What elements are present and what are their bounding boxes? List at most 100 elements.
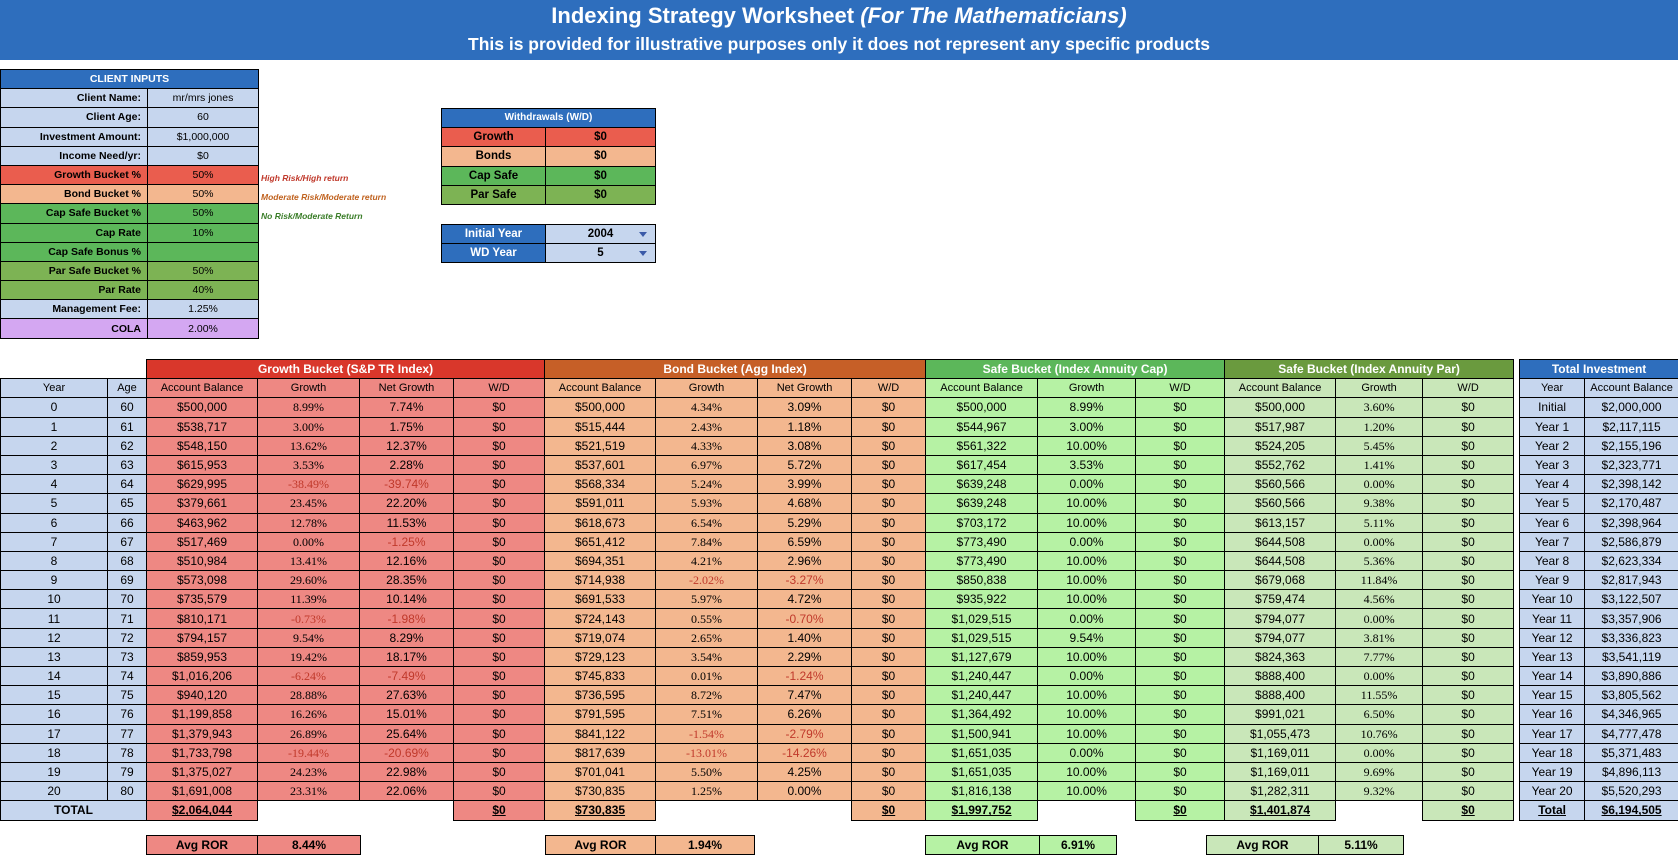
- client-input-value[interactable]: $1,000,000: [147, 126, 259, 147]
- bond-rate: 5.50%: [655, 761, 759, 783]
- par-wd: $0: [1422, 474, 1515, 495]
- initial-year-select[interactable]: 2004: [545, 223, 656, 245]
- growth-wd: $0: [452, 665, 546, 687]
- growth-balance: $1,691,008: [146, 781, 258, 802]
- growth-rate: 28.88%: [257, 685, 360, 706]
- client-input-value[interactable]: 10%: [147, 222, 259, 243]
- client-input-row: Bond Bucket % 50%: [0, 184, 259, 205]
- growth-rate: 9.54%: [257, 627, 360, 648]
- year-cell: 11: [0, 608, 108, 629]
- client-input-row: Growth Bucket % 50%: [0, 164, 259, 186]
- par-rate: 11.84%: [1335, 570, 1424, 591]
- cap-balance: $544,967: [925, 416, 1039, 437]
- withdrawal-value[interactable]: $0: [545, 184, 656, 205]
- table-row: 18 78 $1,733,798 -19.44% -20.69% $0 $817,639 -1…: [0, 742, 1678, 763]
- bond-rate: -2.02%: [655, 570, 759, 591]
- table-row: 12 72 $794,157 9.54% 8.29% $0 $719,074 2.65% 1.4…: [0, 627, 1678, 648]
- total-balance: $3,357,906: [1584, 608, 1678, 629]
- bond-net: 4.25%: [757, 761, 853, 783]
- par-balance: $1,055,473: [1224, 723, 1337, 744]
- growth-net: 8.29%: [359, 627, 454, 648]
- par-wd: $0: [1422, 761, 1515, 783]
- growth-avg-ror-value: 8.44%: [257, 834, 361, 856]
- cap-rate: 0.00%: [1037, 608, 1137, 629]
- cap-rate: 8.99%: [1037, 397, 1137, 418]
- par-rate: 9.69%: [1335, 761, 1424, 783]
- client-input-value[interactable]: 50%: [147, 203, 259, 224]
- par-wd: $0: [1422, 608, 1515, 629]
- client-input-label: Bond Bucket %: [0, 184, 148, 205]
- avg-ror-label: Avg ROR: [925, 834, 1040, 856]
- bond-net: -1.24%: [757, 665, 853, 687]
- bond-rate: 5.97%: [655, 589, 759, 610]
- bond-balance: $521,519: [544, 435, 657, 456]
- total-year: Year 12: [1519, 627, 1586, 648]
- client-input-value[interactable]: 60: [147, 107, 259, 128]
- age-cell: 76: [107, 704, 147, 725]
- growth-net: 27.63%: [359, 685, 454, 706]
- par-balance: $1,169,011: [1224, 761, 1337, 783]
- bond-net: -3.27%: [757, 570, 853, 591]
- par-balance: $517,987: [1224, 416, 1337, 437]
- growth-rate: 23.31%: [257, 781, 360, 802]
- withdrawal-value[interactable]: $0: [545, 127, 656, 148]
- bond-wd: $0: [851, 665, 927, 687]
- growth-net: 12.37%: [359, 435, 454, 456]
- cap-rate: 10.00%: [1037, 685, 1137, 706]
- growth-balance: $510,984: [146, 550, 258, 572]
- client-input-row: Client Name: mr/mrs jones: [0, 88, 259, 109]
- bond-balance: $694,351: [544, 550, 657, 572]
- withdrawal-value[interactable]: $0: [545, 165, 656, 186]
- total-year: Year 16: [1519, 704, 1586, 725]
- client-input-value[interactable]: 2.00%: [147, 318, 259, 339]
- client-input-row: Cap Safe Bonus %: [0, 241, 259, 262]
- par-total-balance: $1,401,874: [1224, 800, 1337, 821]
- initial-year-label: Initial Year: [441, 223, 546, 245]
- table-row: 7 67 $517,469 0.00% -1.25% $0 $651,412 7.84% 6.5…: [0, 531, 1678, 552]
- avg-ror-label: Avg ROR: [146, 834, 258, 856]
- par-rate: 10.76%: [1335, 723, 1424, 744]
- year-cell: 4: [0, 474, 108, 495]
- col-account-balance: Account Balance: [146, 378, 258, 399]
- cap-wd: $0: [1135, 704, 1226, 725]
- bond-net: 5.72%: [757, 454, 853, 476]
- client-input-value[interactable]: mr/mrs jones: [147, 88, 259, 109]
- table-row: 8 68 $510,984 13.41% 12.16% $0 $694,351 4.21% 2.…: [0, 550, 1678, 572]
- avg-ror-label: Avg ROR: [545, 834, 656, 856]
- client-input-value[interactable]: 40%: [147, 280, 259, 301]
- wd-year-select[interactable]: 5: [545, 243, 656, 264]
- growth-wd: $0: [452, 742, 546, 763]
- wd-year-label: WD Year: [441, 243, 546, 264]
- client-input-value[interactable]: [147, 241, 259, 262]
- par-wd: $0: [1422, 685, 1515, 706]
- par-balance: $824,363: [1224, 646, 1337, 668]
- table-row: 6 66 $463,962 12.78% 11.53% $0 $618,673 6.54% 5.…: [0, 512, 1678, 533]
- growth-rate: 26.89%: [257, 723, 360, 744]
- total-year: Year 20: [1519, 781, 1586, 802]
- client-input-value[interactable]: 1.25%: [147, 299, 259, 320]
- par-wd: $0: [1422, 397, 1515, 418]
- growth-rate: 11.39%: [257, 589, 360, 610]
- bond-wd: $0: [851, 781, 927, 802]
- client-input-label: Client Name:: [0, 88, 148, 109]
- par-rate: 6.50%: [1335, 704, 1424, 725]
- blank: [258, 801, 454, 820]
- bond-balance: $651,412: [544, 531, 657, 552]
- growth-total-balance: $2,064,044: [146, 800, 258, 821]
- withdrawal-value[interactable]: $0: [545, 146, 656, 167]
- blank: [1038, 801, 1136, 820]
- client-input-value[interactable]: 50%: [147, 260, 259, 282]
- client-input-value[interactable]: 50%: [147, 164, 259, 186]
- cap-wd: $0: [1135, 493, 1226, 514]
- age-cell: 61: [107, 416, 147, 437]
- cap-rate: 10.00%: [1037, 512, 1137, 533]
- age-cell: 66: [107, 512, 147, 533]
- par-rate: 1.41%: [1335, 454, 1424, 476]
- year-cell: 5: [0, 493, 108, 514]
- bond-balance: $701,041: [544, 761, 657, 783]
- client-input-value[interactable]: $0: [147, 145, 259, 166]
- col-account-balance: Account Balance: [1584, 378, 1678, 399]
- client-input-value[interactable]: 50%: [147, 184, 259, 205]
- bond-total-balance: $730,835: [544, 800, 657, 821]
- cap-avg-ror-value: 6.91%: [1039, 834, 1117, 856]
